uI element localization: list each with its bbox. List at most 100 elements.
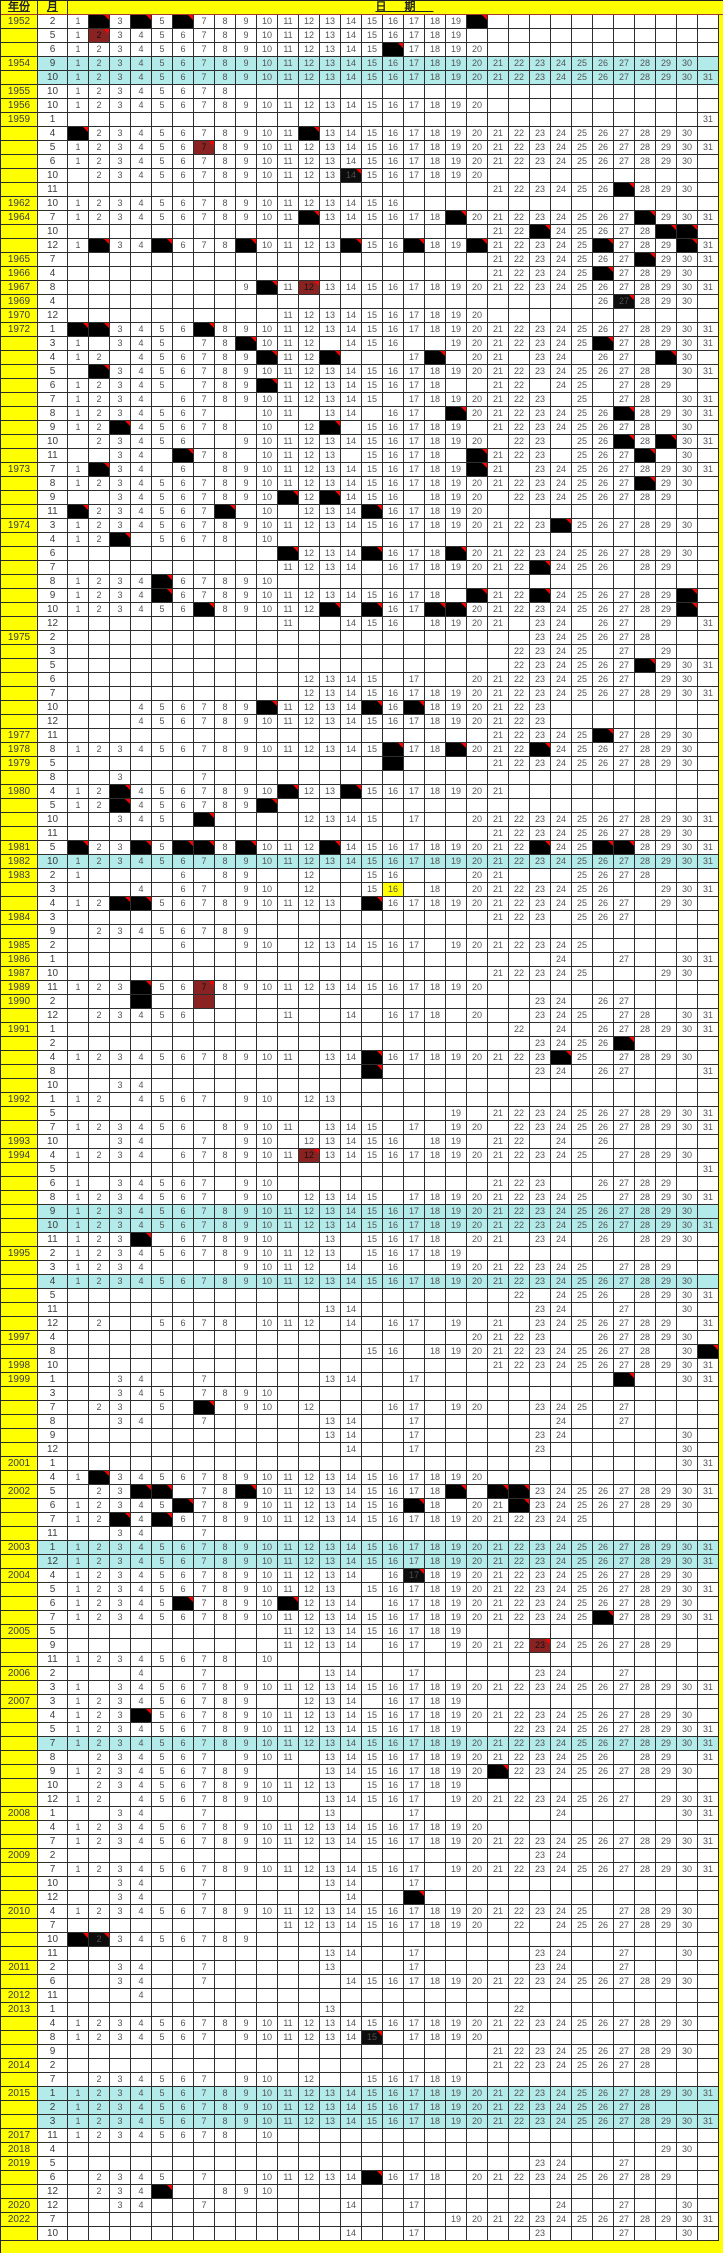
day-cell[interactable] — [530, 1457, 551, 1471]
day-cell[interactable]: 21 — [488, 127, 509, 141]
day-cell[interactable]: 28 — [635, 421, 656, 435]
month-cell[interactable]: 7 — [38, 1513, 68, 1527]
day-cell[interactable]: 19 — [446, 1681, 467, 1695]
day-cell[interactable] — [383, 645, 404, 659]
day-cell[interactable]: 23 — [530, 1443, 551, 1457]
day-cell[interactable]: 5 — [152, 197, 173, 211]
day-cell[interactable]: 30 — [677, 1737, 698, 1751]
day-cell[interactable] — [257, 1919, 278, 1933]
day-cell[interactable] — [173, 1485, 194, 1499]
day-cell[interactable]: 28 — [635, 757, 656, 771]
day-cell[interactable] — [635, 1373, 656, 1387]
day-cell[interactable] — [635, 1415, 656, 1429]
day-cell[interactable]: 23 — [530, 911, 551, 925]
day-cell[interactable]: 22 — [509, 855, 530, 869]
day-cell[interactable] — [446, 771, 467, 785]
day-cell[interactable] — [362, 645, 383, 659]
day-cell[interactable]: 7 — [194, 1723, 215, 1737]
year-cell[interactable]: 1982 — [1, 855, 38, 869]
day-cell[interactable]: 20 — [467, 1793, 488, 1807]
day-cell[interactable] — [320, 1975, 341, 1989]
day-cell[interactable] — [383, 729, 404, 743]
day-cell[interactable] — [173, 1947, 194, 1961]
day-cell[interactable] — [320, 729, 341, 743]
day-cell[interactable]: 27 — [614, 519, 635, 533]
day-cell[interactable]: 20 — [467, 1765, 488, 1779]
redacted-day-cell[interactable] — [509, 1485, 530, 1499]
day-cell[interactable] — [677, 1933, 698, 1947]
day-cell[interactable] — [215, 1191, 236, 1205]
day-cell[interactable] — [236, 309, 257, 323]
redacted-day-cell[interactable] — [530, 589, 551, 603]
day-cell[interactable]: 14 — [341, 1597, 362, 1611]
day-cell[interactable]: 30 — [677, 1765, 698, 1779]
day-cell[interactable]: 28 — [635, 855, 656, 869]
day-cell[interactable]: 1 — [68, 1681, 89, 1695]
day-cell[interactable] — [194, 631, 215, 645]
redacted-day-cell[interactable] — [593, 337, 614, 351]
day-cell[interactable] — [152, 1919, 173, 1933]
day-cell[interactable]: 4 — [131, 477, 152, 491]
day-cell[interactable]: 7 — [194, 85, 215, 99]
day-cell[interactable]: 29 — [656, 155, 677, 169]
month-cell[interactable]: 6 — [38, 1177, 68, 1191]
day-cell[interactable]: 13 — [320, 1373, 341, 1387]
day-cell[interactable]: 16 — [383, 617, 404, 631]
day-cell[interactable]: 3 — [110, 925, 131, 939]
day-cell[interactable] — [278, 1667, 299, 1681]
month-cell[interactable]: 8 — [38, 1345, 68, 1359]
day-cell[interactable]: 29 — [656, 1233, 677, 1247]
day-cell[interactable] — [677, 1135, 698, 1149]
day-cell[interactable]: 28 — [635, 491, 656, 505]
year-cell[interactable] — [1, 1163, 38, 1177]
day-cell[interactable]: 2 — [89, 155, 110, 169]
day-cell[interactable] — [635, 995, 656, 1009]
day-cell[interactable]: 27 — [614, 897, 635, 911]
year-cell[interactable]: 1952 — [1, 15, 38, 29]
redacted-day-cell[interactable] — [446, 211, 467, 225]
year-cell[interactable]: 1966 — [1, 267, 38, 281]
day-cell[interactable] — [173, 1975, 194, 1989]
day-cell[interactable] — [467, 1177, 488, 1191]
day-cell[interactable]: 14 — [341, 701, 362, 715]
day-cell[interactable] — [698, 1821, 719, 1835]
year-cell[interactable]: 1986 — [1, 953, 38, 967]
day-cell[interactable] — [278, 1877, 299, 1891]
day-cell[interactable] — [698, 477, 719, 491]
day-cell[interactable]: 9 — [236, 1401, 257, 1415]
day-cell[interactable] — [614, 1513, 635, 1527]
day-cell[interactable]: 25 — [572, 1863, 593, 1877]
day-cell[interactable] — [404, 645, 425, 659]
day-cell[interactable] — [509, 1989, 530, 2003]
day-cell[interactable]: 31 — [698, 659, 719, 673]
day-cell[interactable] — [173, 561, 194, 575]
month-cell[interactable]: 9 — [38, 1205, 68, 1219]
day-cell[interactable]: 30 — [677, 1723, 698, 1737]
day-cell[interactable] — [656, 1807, 677, 1821]
day-cell[interactable] — [593, 1891, 614, 1905]
day-cell[interactable] — [383, 1107, 404, 1121]
day-cell[interactable] — [425, 813, 446, 827]
day-cell[interactable]: 9 — [236, 1793, 257, 1807]
day-cell[interactable]: 15 — [362, 421, 383, 435]
day-cell[interactable] — [698, 127, 719, 141]
day-cell[interactable]: 6 — [173, 407, 194, 421]
day-cell[interactable] — [530, 85, 551, 99]
day-cell[interactable]: 20 — [467, 1191, 488, 1205]
day-cell[interactable]: 27 — [614, 1499, 635, 1513]
day-cell[interactable]: 29 — [656, 547, 677, 561]
day-cell[interactable]: 30 — [677, 323, 698, 337]
day-cell[interactable] — [215, 113, 236, 127]
day-cell[interactable]: 17 — [404, 1429, 425, 1443]
day-cell[interactable] — [446, 1499, 467, 1513]
day-cell[interactable]: 18 — [425, 1513, 446, 1527]
day-cell[interactable]: 6 — [173, 1611, 194, 1625]
day-cell[interactable]: 29 — [656, 253, 677, 267]
day-cell[interactable]: 17 — [404, 1373, 425, 1387]
day-cell[interactable] — [278, 1079, 299, 1093]
day-cell[interactable]: 3 — [110, 1051, 131, 1065]
day-cell[interactable] — [656, 533, 677, 547]
day-cell[interactable] — [467, 533, 488, 547]
day-cell[interactable] — [131, 827, 152, 841]
day-cell[interactable] — [341, 659, 362, 673]
